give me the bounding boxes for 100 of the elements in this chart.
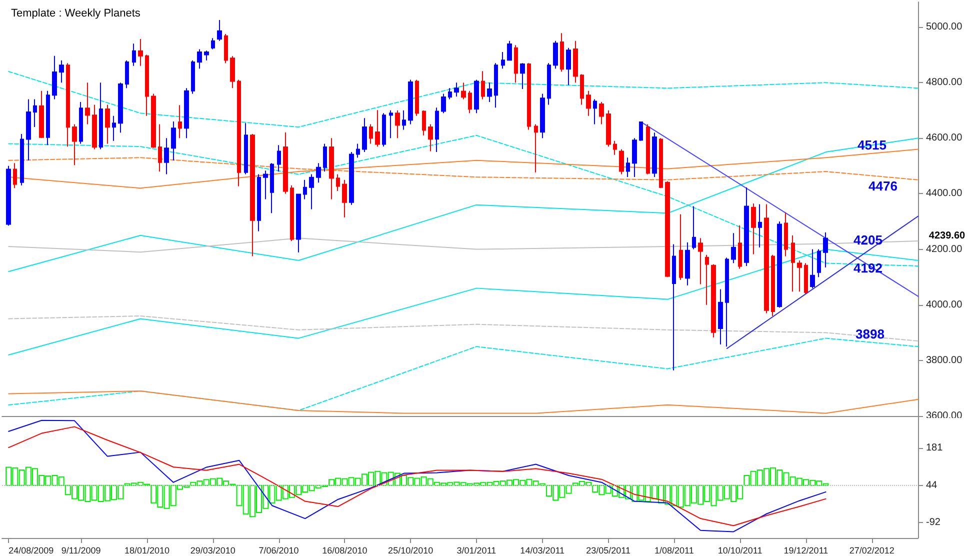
candlestick [250, 133, 255, 257]
candlestick [211, 38, 215, 50]
candlestick [296, 193, 301, 253]
candlestick [79, 102, 83, 144]
y-tick-label: 4600.00 [926, 132, 963, 144]
x-tick-label: 7/06/2010 [258, 546, 299, 556]
candlestick [263, 170, 268, 200]
candlestick [342, 179, 347, 218]
candlestick [698, 238, 703, 285]
candlestick [791, 234, 795, 292]
candlestick [112, 115, 116, 142]
candlestick [606, 110, 611, 147]
candlestick [547, 62, 551, 106]
candlestick [481, 70, 485, 100]
x-tick-label: 1/08/2011 [654, 546, 694, 556]
candlestick [395, 110, 400, 139]
candlestick [230, 56, 235, 89]
candlestick [336, 174, 340, 192]
candlestick [540, 93, 545, 139]
candlestick [59, 60, 64, 84]
candlestick [66, 62, 70, 147]
candlestick [435, 107, 439, 153]
candlestick [257, 174, 261, 232]
candlestick [685, 242, 690, 286]
candlestick [448, 88, 452, 100]
candlestick [382, 112, 386, 147]
candlestick [20, 133, 24, 186]
y-tick-label: 4800.00 [926, 77, 963, 88]
x-tick-label: 3/01/2011 [456, 546, 496, 556]
candlestick [224, 33, 228, 64]
candlestick [204, 50, 209, 61]
candlestick [349, 152, 354, 206]
candlestick [441, 93, 446, 114]
x-tick-label: 25/10/2010 [388, 546, 434, 556]
candlestick [468, 90, 472, 114]
candlestick [573, 40, 578, 84]
candlestick [283, 132, 288, 194]
candlestick [659, 138, 663, 189]
candlestick [777, 221, 782, 308]
candlestick [72, 124, 77, 166]
x-tick-label: 16/08/2010 [322, 546, 368, 556]
text: Template : Weekly Planets [11, 8, 141, 20]
candlestick [375, 110, 380, 147]
x-tick-label: 18/01/2010 [124, 546, 170, 556]
y-tick-label: 4200.00 [926, 244, 963, 255]
x-tick-label: 27/02/2012 [849, 546, 894, 556]
candlestick [105, 104, 110, 144]
candlestick [415, 79, 419, 116]
candlestick [527, 62, 531, 130]
candlestick [744, 186, 749, 266]
y-tick-label: 3800.00 [926, 354, 963, 366]
candlestick [369, 124, 373, 144]
candlestick [158, 124, 162, 172]
y-tick-label: 4400.00 [926, 188, 963, 200]
x-tick-label: 24/08/2009 [8, 546, 54, 556]
candlestick [178, 104, 182, 139]
x-tick-label: 19/12/2011 [784, 546, 828, 556]
candlestick [474, 79, 479, 114]
candlestick [711, 264, 716, 338]
candlestick [487, 82, 492, 103]
line-series [8, 148, 918, 189]
candlestick [514, 44, 518, 84]
y-tick-label: 4000.00 [926, 299, 963, 310]
candlestick [725, 257, 729, 348]
candlestick [652, 132, 657, 178]
candlestick [26, 98, 31, 161]
candlestick [797, 260, 802, 292]
candlestick [599, 102, 604, 125]
annotation: 4205 [854, 232, 882, 248]
candlestick [580, 74, 584, 106]
candlestick [197, 48, 202, 70]
candlestick [593, 98, 597, 125]
candlestick [184, 88, 189, 139]
candlestick [237, 79, 241, 187]
line-series [8, 390, 918, 414]
candlestick [402, 110, 406, 130]
candlestick [270, 162, 274, 214]
candlestick [461, 82, 466, 100]
candlestick [99, 82, 103, 150]
y-tick-label: 181 [926, 442, 944, 454]
candlestick [771, 254, 775, 316]
x-tick-label: 14/03/2011 [520, 546, 565, 556]
candlestick [428, 124, 433, 152]
candlestick [85, 82, 90, 125]
candlestick [132, 43, 136, 66]
candlestick [309, 174, 314, 210]
candlestick [566, 47, 571, 86]
candlestick [13, 162, 17, 189]
candlestick [613, 140, 617, 156]
candlestick [553, 40, 558, 70]
x-tick-label: 9/11/2009 [61, 546, 101, 556]
candlestick [52, 55, 57, 100]
candlestick [692, 206, 696, 250]
candlestick [164, 138, 169, 175]
candlestick [632, 138, 637, 178]
y-tick-label: 5000.00 [926, 22, 963, 33]
candlestick [507, 40, 512, 61]
candlestick [810, 248, 815, 289]
candlestick [118, 82, 123, 134]
candlestick [171, 120, 176, 161]
